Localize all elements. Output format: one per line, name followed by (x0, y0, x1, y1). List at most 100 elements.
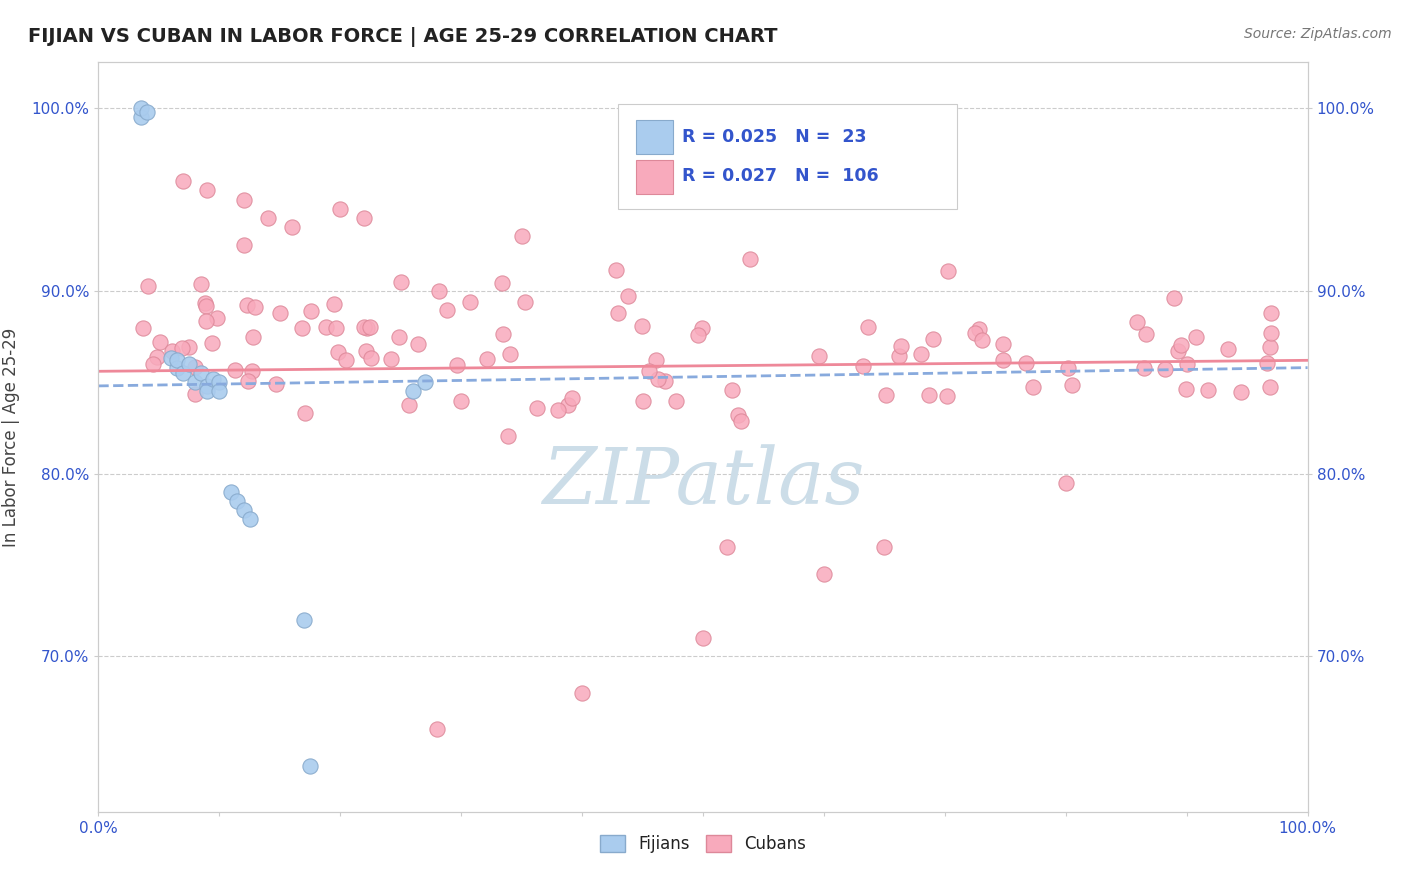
Point (922, 333, 945, 347)
Point (738, 252, 761, 267)
FancyBboxPatch shape (637, 120, 672, 153)
Point (224, 363, 246, 377)
Point (427, 284, 450, 298)
Point (1015, 356, 1038, 370)
Point (491, 326, 513, 341)
Point (721, 383, 744, 397)
Point (499, 347, 522, 361)
Point (654, 374, 676, 388)
Point (208, 384, 231, 399)
FancyBboxPatch shape (637, 160, 672, 194)
Point (170, 341, 193, 355)
Point (232, 238, 254, 252)
Point (664, 394, 686, 409)
Point (194, 299, 217, 313)
Point (475, 352, 498, 367)
Point (910, 347, 932, 361)
Point (727, 408, 749, 422)
Text: Source: ZipAtlas.com: Source: ZipAtlas.com (1244, 27, 1392, 41)
Point (605, 263, 627, 277)
Point (873, 540, 896, 554)
Point (190, 277, 212, 291)
Point (426, 723, 449, 737)
Point (688, 327, 710, 342)
Point (353, 320, 375, 334)
Point (129, 110, 152, 124)
Point (179, 357, 201, 371)
Point (380, 351, 402, 366)
Point (129, 101, 152, 115)
Point (450, 393, 472, 408)
Point (557, 399, 579, 413)
Point (356, 344, 378, 359)
Legend: Fijians, Cubans: Fijians, Cubans (593, 828, 813, 860)
Point (965, 326, 987, 340)
Point (1258, 340, 1281, 354)
Point (162, 344, 184, 359)
Point (1174, 382, 1197, 396)
Point (353, 211, 375, 225)
Point (281, 219, 304, 234)
Point (184, 387, 207, 401)
Point (195, 183, 218, 197)
Point (607, 305, 630, 319)
Point (239, 512, 262, 526)
Point (935, 388, 957, 402)
Text: R = 0.025   N =  23: R = 0.025 N = 23 (682, 128, 868, 145)
Point (325, 321, 347, 335)
Point (1185, 330, 1208, 344)
Point (236, 374, 259, 388)
Point (617, 289, 640, 303)
Point (813, 567, 835, 582)
Point (970, 333, 993, 347)
Point (638, 364, 661, 378)
Point (967, 321, 990, 335)
Point (195, 379, 218, 393)
Point (890, 339, 912, 353)
Point (242, 364, 264, 378)
Point (716, 540, 738, 554)
Point (875, 388, 897, 402)
Point (571, 686, 593, 700)
Point (190, 366, 212, 380)
Point (413, 376, 436, 390)
Point (889, 349, 911, 363)
Point (326, 344, 349, 359)
Point (458, 294, 481, 309)
Point (166, 353, 188, 368)
Point (142, 357, 165, 371)
Point (406, 337, 429, 351)
Point (360, 351, 382, 365)
Point (647, 372, 669, 386)
Point (491, 276, 513, 290)
Point (149, 334, 172, 349)
Point (692, 321, 714, 335)
Point (195, 384, 218, 399)
Point (856, 319, 879, 334)
Point (208, 376, 231, 390)
Point (1197, 383, 1219, 397)
Point (1258, 380, 1281, 394)
Point (645, 352, 668, 367)
Point (1167, 344, 1189, 359)
Point (135, 104, 157, 119)
Point (195, 314, 218, 328)
Point (1135, 327, 1157, 342)
Point (1060, 378, 1083, 392)
Point (177, 340, 200, 354)
Point (291, 321, 314, 335)
Point (194, 295, 217, 310)
Point (1163, 291, 1185, 305)
FancyBboxPatch shape (619, 103, 957, 209)
Point (232, 193, 254, 207)
Point (335, 352, 357, 367)
Point (1021, 380, 1043, 394)
Point (547, 402, 569, 417)
Point (936, 264, 959, 278)
Point (918, 388, 941, 402)
Point (322, 296, 344, 310)
Point (513, 295, 536, 310)
Point (299, 303, 322, 318)
Point (359, 320, 381, 334)
Point (269, 306, 291, 320)
